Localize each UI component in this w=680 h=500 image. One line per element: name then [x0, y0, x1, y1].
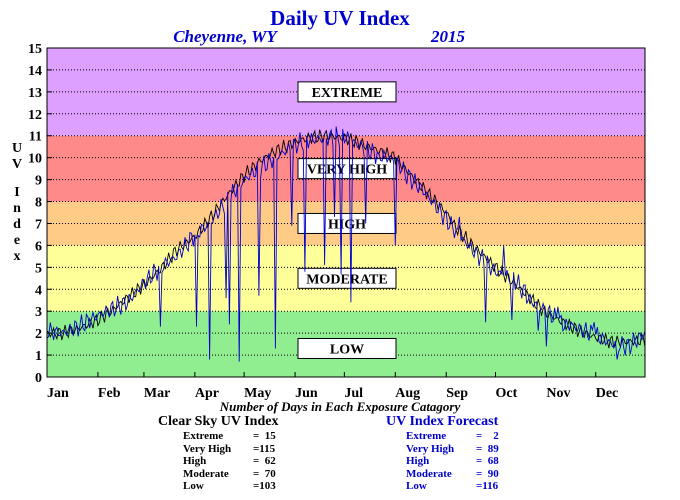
forecast-count-label: Extreme [406, 430, 447, 442]
x-tick-label: Mar [144, 386, 170, 401]
clear-sky-line [46, 129, 646, 349]
y-axis-label-char: I [14, 185, 19, 200]
svg-text:LOW: LOW [330, 342, 364, 357]
clear-sky-table: Extreme = 15 Very High =115 High = 62 Moderate… [183, 430, 278, 493]
band-labels: LOW MODERATE HIGH VERY HIGH EXTREME [297, 81, 397, 359]
y-axis-label-char: x [14, 249, 21, 264]
y-axis-label-char: n [13, 201, 21, 216]
clear-sky-count-row: Low =103 [183, 480, 278, 493]
chart-subtitle-year: 2015 [430, 27, 466, 46]
svg-text:HIGH: HIGH [328, 217, 366, 232]
clear-sky-count-value: = 15 [253, 430, 276, 442]
y-tick-label: 15 [28, 42, 42, 57]
x-tick-label: Apr [195, 386, 219, 401]
y-tick-label: 13 [28, 86, 42, 101]
y-tick-label: 2 [35, 327, 42, 342]
svg-text:MODERATE: MODERATE [306, 272, 387, 287]
clear-sky-count-row: High = 62 [183, 455, 278, 468]
forecast-count-row: Extreme = 2 [406, 430, 501, 443]
clear-sky-count-value: =103 [253, 480, 276, 492]
clear-sky-count-value: = 62 [253, 455, 276, 467]
y-tick-label: 5 [35, 261, 42, 276]
y-axis-label-char: U [12, 141, 22, 156]
x-tick-label: Jun [295, 386, 318, 401]
y-tick-label: 6 [35, 239, 42, 254]
x-tick-label: May [244, 386, 271, 401]
band-label-very-high: VERY HIGH [297, 158, 397, 180]
clear-sky-stats: Clear Sky UV Index Extreme = 15 Very High =… [158, 414, 278, 493]
forecast-count-value: = 89 [476, 442, 499, 455]
x-tick-label: Jul [344, 386, 363, 401]
forecast-count-label: Very High [406, 442, 455, 455]
clear-sky-count-label: Low [183, 480, 204, 492]
x-axis-label: Number of Days in Each Exposure Catagory [219, 399, 461, 414]
y-axis-label-char: e [14, 233, 20, 248]
clear-sky-count-row: Very High =115 [183, 443, 278, 456]
plot-frame [46, 47, 646, 378]
y-tick-label: 9 [35, 174, 42, 189]
y-tick-label: 14 [28, 64, 42, 79]
chart-subtitle-location: Cheyenne, WY [173, 27, 278, 46]
svg-text:VERY HIGH: VERY HIGH [307, 163, 387, 178]
chart-title: Daily UV Index [270, 6, 410, 30]
forecast-count-value: = 90 [476, 467, 499, 480]
clear-sky-count-label: Very High [183, 442, 232, 455]
forecast-count-label: Low [406, 480, 427, 492]
x-tick-label: Sep [446, 386, 468, 401]
forecast-count-row: High = 68 [406, 455, 501, 468]
clear-sky-count-label: Moderate [183, 467, 229, 480]
x-tick-label: Aug [395, 386, 420, 401]
clear-sky-count-value: = 70 [253, 467, 276, 480]
y-axis-label-char: V [12, 157, 22, 172]
clear-sky-count-value: =115 [253, 442, 276, 455]
forecast-count-row: Moderate = 90 [406, 468, 501, 481]
y-axis-label-char: d [13, 217, 21, 232]
data-lines [46, 126, 646, 362]
forecast-count-row: Low =116 [406, 480, 501, 493]
clear-sky-count-label: Extreme [183, 430, 224, 442]
forecast-header: UV Index Forecast [386, 414, 499, 429]
y-tick-label: 4 [35, 283, 42, 298]
y-tick-label: 0 [35, 371, 42, 386]
y-tick-label: 12 [28, 108, 42, 123]
y-tick-label: 10 [28, 152, 42, 167]
forecast-stats: UV Index Forecast Extreme = 2 Very High = 8… [386, 414, 501, 493]
forecast-count-value: = 68 [476, 455, 499, 467]
y-tick-label: 3 [35, 305, 42, 320]
band-label-extreme: EXTREME [297, 81, 397, 103]
y-tick-label: 8 [35, 196, 42, 211]
forecast-count-row: Very High = 89 [406, 443, 501, 456]
band-label-low: LOW [297, 337, 397, 359]
band-label-moderate: MODERATE [297, 267, 397, 289]
x-axis-ticks: Jan Feb Mar Apr May Jun Jul Aug Sep Oct Nov Dec [46, 372, 619, 401]
clear-sky-count-row: Extreme = 15 [183, 430, 278, 443]
svg-text:EXTREME: EXTREME [312, 86, 383, 101]
forecast-count-value: = 2 [476, 430, 499, 442]
x-tick-label: Oct [496, 386, 518, 401]
y-tick-label: 1 [35, 349, 42, 364]
x-tick-label: Dec [596, 386, 619, 401]
y-tick-label: 7 [35, 217, 42, 232]
clear-sky-count-label: High [183, 455, 207, 467]
forecast-line [46, 126, 646, 362]
x-tick-label: Nov [546, 386, 570, 401]
clear-sky-count-row: Moderate = 70 [183, 468, 278, 481]
forecast-table: Extreme = 2 Very High = 89 High = 68 Moderate =… [406, 430, 501, 493]
grid-lines [47, 69, 645, 356]
forecast-count-label: Moderate [406, 467, 452, 480]
x-tick-label: Jan [47, 386, 69, 401]
forecast-count-value: =116 [476, 480, 499, 492]
y-tick-label: 11 [29, 130, 42, 145]
x-tick-label: Feb [98, 386, 121, 401]
band-label-high: HIGH [297, 212, 397, 234]
clear-sky-header: Clear Sky UV Index [158, 414, 279, 429]
forecast-count-label: High [406, 455, 430, 467]
